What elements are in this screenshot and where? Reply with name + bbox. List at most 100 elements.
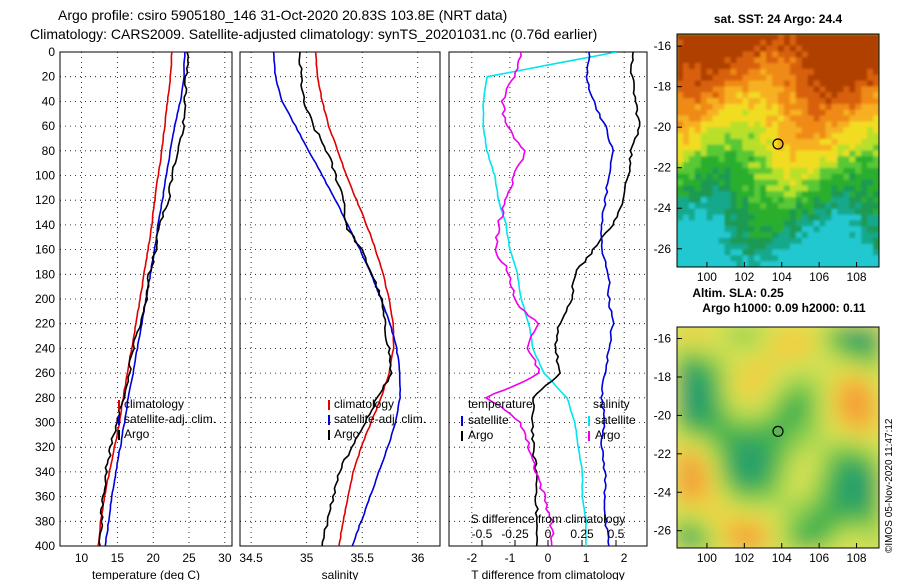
map-cell [772,365,779,372]
map-cell [831,360,838,367]
map-cell [682,226,690,233]
series-line-satellite-adj-clim- [104,52,186,546]
map-cell [855,232,862,239]
map-cell [795,437,803,444]
map-cell [825,476,832,483]
map-cell [760,382,767,389]
map-cell [825,537,832,544]
map-cell [843,197,850,204]
map-cell [855,387,862,394]
map-cell [730,420,737,427]
map-cell [718,220,726,227]
map-cell [783,354,791,361]
y-tick-label: 380 [35,514,55,528]
map-cell [813,459,821,466]
map-cell [819,360,827,367]
map-cell [772,531,779,538]
map-cell [736,261,743,267]
map-cell [807,525,815,532]
map-cell [789,332,797,339]
map-cell [736,503,743,510]
map-cell [724,109,731,117]
map-cell [795,115,803,122]
map-cell [742,162,749,169]
map-cell [694,121,702,128]
map-cell [778,98,785,105]
map-x-tick-label: 102 [734,551,754,565]
map-cell [742,443,749,450]
map-cell [742,404,749,411]
map-cell [831,498,838,505]
map-cell [813,220,821,227]
map-cell [837,437,844,444]
map-cell [754,179,761,186]
map-cell [778,255,785,262]
map-cell [700,168,708,175]
map-cell [843,39,850,47]
map-cell [825,343,832,350]
map-cell [748,103,755,111]
map-cell [754,338,761,345]
map-cell [789,98,797,105]
map-cell [730,531,737,538]
map-cell [843,498,850,505]
map-cell [783,492,791,499]
map-cell [748,387,755,394]
map-cell [736,80,743,87]
map-cell [748,185,755,192]
map-cell [736,487,743,494]
map-cell [677,39,684,47]
map-cell [855,214,862,221]
map-cell [807,261,815,267]
map-cell [748,349,755,356]
map-cell [760,202,767,210]
map-cell [778,86,785,93]
map-cell [831,371,838,378]
map-y-tick-label: -18 [654,80,672,94]
map-cell [831,343,838,350]
map-cell [694,327,702,334]
map-cell [801,127,809,134]
map-cell [760,57,767,64]
map-cell [688,382,696,389]
map-cell [778,437,785,444]
map-cell [748,261,755,267]
map-cell [825,382,832,389]
map-cell [682,354,690,361]
map-cell [801,360,809,367]
map-cell [789,191,797,198]
map-cell [677,432,684,439]
map-cell [867,226,874,233]
map-cell [766,343,773,350]
map-cell [682,98,690,105]
map-cell [724,45,731,52]
map-cell [795,261,803,267]
map-cell [772,492,779,499]
map-cell [694,150,702,157]
map-cell [849,185,856,192]
map-cell [700,487,708,494]
map-cell [730,92,737,99]
map-cell [837,243,844,251]
map-cell [867,327,874,334]
map-cell [831,98,838,105]
map-cell [813,393,821,400]
map-cell [867,255,874,262]
map-cell [748,34,755,41]
map-cell [861,115,868,122]
map-cell [712,349,720,356]
map-cell [849,360,856,367]
map-cell [730,133,737,140]
map-cell [706,343,714,350]
map-cell [825,448,832,455]
map-cell [807,80,815,87]
map-cell [724,509,731,516]
map-cell [807,387,815,394]
map-cell [736,63,743,70]
map-cell [772,243,779,251]
map-cell [801,98,809,105]
map-cell [742,98,749,105]
map-cell [795,520,803,527]
map-cell [742,127,749,134]
map-cell [677,354,684,361]
